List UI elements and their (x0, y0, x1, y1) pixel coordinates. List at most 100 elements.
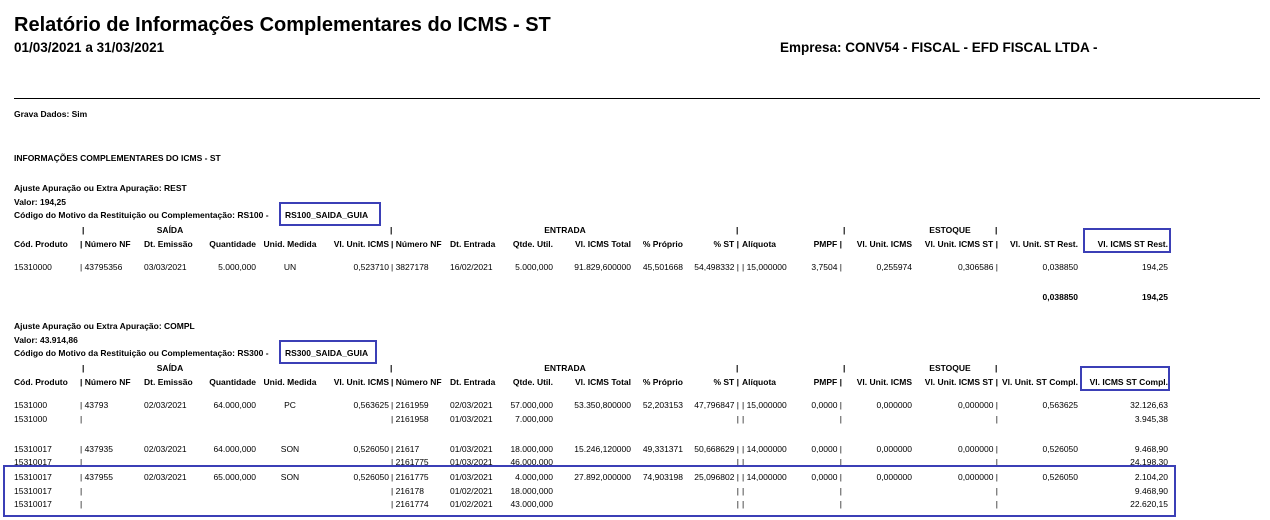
table-cell: PC (284, 400, 296, 410)
table-cell: 27.892,000000 (574, 472, 631, 482)
group-separator: | (843, 225, 846, 235)
column-header: % ST | (713, 239, 739, 249)
table-cell: 16/02/2021 (450, 262, 493, 272)
block2-last-col-highlight (1080, 366, 1170, 391)
table-cell: 01/03/2021 (450, 472, 493, 482)
table-cell: 02/03/2021 (450, 400, 493, 410)
group-separator: | (390, 225, 393, 235)
table-cell: 18.000,000 (510, 486, 553, 496)
table-cell: | 15,000000 (742, 262, 787, 272)
block1-last-col-highlight (1083, 228, 1171, 253)
table-cell: 01/03/2021 (450, 444, 493, 454)
column-header: Qtde. Util. (512, 239, 553, 249)
table-cell: | (736, 457, 739, 467)
table-cell: 0,255974 (876, 262, 912, 272)
table-cell: 50,668629 | (694, 444, 739, 454)
group-separator: | (82, 225, 85, 235)
table-cell: | (80, 457, 83, 467)
column-header: Vl. Unit. ICMS (333, 239, 389, 249)
table-cell: 01/02/2021 (450, 499, 493, 509)
group-separator: | (82, 363, 85, 373)
table-cell: 53.350,800000 (574, 400, 631, 410)
group-saida: SAÍDA (156, 225, 184, 235)
column-header: Vl. ICMS Total (574, 239, 631, 249)
block1-motivo-label: Código do Motivo da Restituição ou Compl… (14, 210, 269, 220)
block2-motivo-code: RS300_SAIDA_GUIA (285, 348, 369, 358)
block1-total-unit: 0,038850 (1042, 292, 1078, 302)
column-header: Quantidade (209, 239, 256, 249)
group-separator: | (995, 363, 998, 373)
company-name: Empresa: CONV54 - FISCAL - EFD FISCAL LT… (780, 40, 1098, 55)
column-header: Vl. Unit. ICMS ST | (924, 377, 998, 387)
table-cell: 43.000,000 (510, 499, 553, 509)
table-cell: SON (280, 472, 300, 482)
table-cell: | (839, 414, 842, 424)
table-cell: | 14,000000 (742, 444, 787, 454)
block2-ajuste: Ajuste Apuração ou Extra Apuração: COMPL (14, 321, 195, 331)
table-cell: 15310017 (14, 444, 52, 454)
column-header: PMPF | (813, 377, 842, 387)
table-cell: 5.000,000 (515, 262, 553, 272)
table-cell: 74,903198 (642, 472, 683, 482)
table-cell: 64.000,000 (213, 400, 256, 410)
table-cell: 32.126,63 (1130, 400, 1168, 410)
table-cell: | 437935 (80, 444, 113, 454)
block1-total-value: 194,25 (1142, 292, 1168, 302)
column-header: % Próprio (642, 239, 683, 249)
column-header: Dt. Emissão (144, 239, 193, 249)
table-cell: 15310017 (14, 457, 52, 467)
column-header: Qtde. Util. (512, 377, 553, 387)
report-title: Relatório de Informações Complementares … (14, 14, 551, 36)
column-header: Vl. ICMS ST Rest. (1097, 239, 1168, 249)
report-period: 01/03/2021 a 31/03/2021 (14, 40, 165, 55)
table-cell: 15310017 (14, 486, 52, 496)
table-cell: 4.000,000 (515, 472, 553, 482)
table-cell: 0,526050 (1042, 444, 1078, 454)
table-cell: | (839, 486, 842, 496)
column-header: Unid. Medida (263, 239, 317, 249)
table-cell: 65.000,000 (213, 472, 256, 482)
table-cell: | 43793 (80, 400, 109, 410)
table-cell: 0,000000 | (957, 444, 998, 454)
table-cell: 01/03/2021 (450, 457, 493, 467)
table-cell: | (995, 457, 998, 467)
table-cell: 15310017 (14, 472, 52, 482)
table-cell: | (80, 499, 83, 509)
table-cell: 24.198,30 (1130, 457, 1168, 467)
table-cell: 5.000,000 (218, 262, 256, 272)
column-header: Vl. Unit. ICMS (856, 239, 912, 249)
table-cell: 3,7504 | (811, 262, 842, 272)
table-cell: SON (280, 444, 300, 454)
column-header: Cód. Produto (14, 239, 68, 249)
table-cell: 1531000 (14, 414, 48, 424)
table-cell: 15310017 (14, 499, 52, 509)
rows-highlight (3, 465, 1176, 517)
table-cell: | (80, 414, 83, 424)
table-cell: 194,25 (1142, 262, 1168, 272)
table-cell: 0,306586 | (957, 262, 998, 272)
table-cell: 45,501668 (642, 262, 683, 272)
table-cell: 0,563625 (353, 400, 389, 410)
group-separator: | (995, 225, 998, 235)
table-cell: 0,038850 (1042, 262, 1078, 272)
header-divider (14, 98, 1260, 99)
grava-dados: Grava Dados: Sim (14, 109, 88, 119)
table-cell: | 15,000000 (742, 400, 787, 410)
group-estoque: ESTOQUE (929, 225, 971, 235)
table-cell: 57.000,000 (510, 400, 553, 410)
block1-valor: Valor: 194,25 (14, 197, 66, 207)
table-cell: 1531000 (14, 400, 48, 410)
table-cell: | (742, 486, 745, 496)
table-cell: 47,796847 | (694, 400, 739, 410)
group-separator: | (390, 363, 393, 373)
table-cell: | 2161959 (391, 400, 429, 410)
table-cell: 02/03/2021 (144, 400, 187, 410)
table-cell: 52,203153 (642, 400, 683, 410)
table-cell: 46.000,000 (510, 457, 553, 467)
table-cell: 15.246,120000 (574, 444, 631, 454)
table-cell: | (839, 499, 842, 509)
table-cell: | (742, 414, 745, 424)
table-cell: 0,0000 | (811, 472, 842, 482)
table-cell: 22.620,15 (1130, 499, 1168, 509)
table-cell: UN (283, 262, 297, 272)
